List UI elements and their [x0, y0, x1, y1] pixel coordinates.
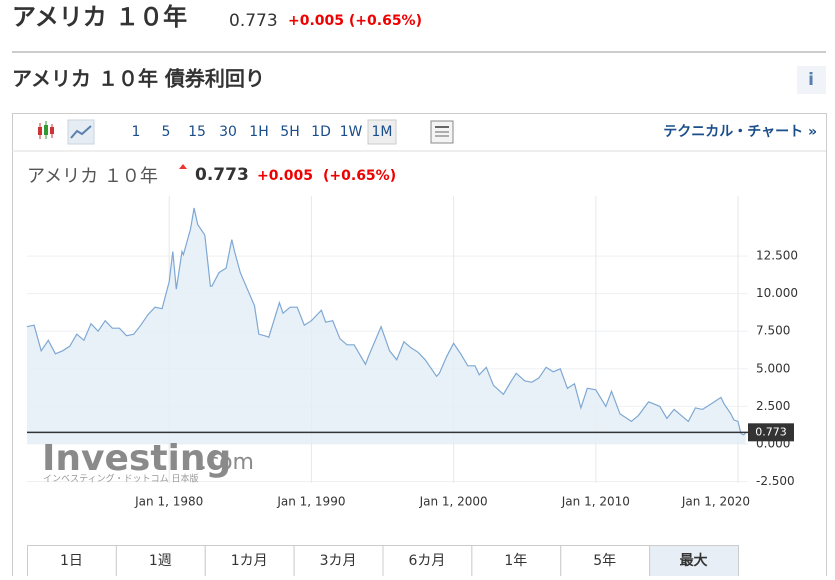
line-icon[interactable] — [70, 125, 92, 139]
info-button[interactable] — [797, 66, 826, 94]
range-label[interactable]: 最大 — [680, 552, 708, 569]
x-tick-label: Jan 1, 1980 — [134, 495, 203, 509]
interval-button[interactable]: 5H — [280, 124, 299, 140]
range-label[interactable]: 1週 — [149, 553, 172, 569]
interval-button[interactable]: 15 — [188, 124, 206, 140]
header-price: 0.773 — [229, 11, 278, 31]
range-button[interactable] — [649, 545, 739, 580]
chart-title: アメリカ １０年 — [27, 166, 158, 187]
section-title: アメリカ １０年 債券利回り — [12, 67, 265, 91]
watermark-brand: Investing — [42, 438, 231, 479]
info-icon[interactable]: i — [808, 70, 814, 90]
interval-button[interactable]: 1M — [372, 124, 393, 140]
range-label[interactable]: 1カ月 — [231, 553, 268, 569]
y-tick-label: 2.500 — [756, 399, 790, 413]
interval-button[interactable]: 30 — [219, 124, 237, 140]
x-tick-label: Jan 1, 1990 — [276, 495, 345, 509]
plot: -2.5000.0002.5005.0007.50010.00012.500Ja… — [26, 196, 798, 509]
chart-change: +0.005 — [257, 168, 313, 184]
chart-panel — [12, 113, 827, 580]
chart-change-pct: (+0.65%) — [323, 168, 396, 184]
interval-button[interactable]: 5 — [162, 124, 171, 140]
line-icon-button[interactable] — [67, 119, 95, 145]
x-tick-label: Jan 1, 2000 — [419, 495, 488, 509]
chart-price: 0.773 — [195, 165, 249, 185]
interval-button[interactable]: 1W — [340, 124, 363, 140]
candle-icon[interactable] — [38, 121, 54, 139]
y-tick-label: -2.500 — [756, 474, 795, 488]
range-button[interactable] — [382, 545, 473, 580]
interval-button[interactable]: 1 — [132, 124, 141, 140]
page-title: アメリカ １０年 — [12, 3, 187, 31]
range-label[interactable]: 3カ月 — [320, 553, 357, 569]
line — [26, 207, 747, 436]
y-tick-label: 5.000 — [756, 361, 790, 375]
range-label[interactable]: 1日 — [60, 553, 83, 569]
range-label[interactable]: 5年 — [593, 553, 616, 569]
technical-link[interactable]: テクニカル・チャート » — [663, 124, 817, 140]
area-fill — [27, 208, 746, 444]
last-value-box — [748, 423, 794, 442]
y-tick-label: 12.500 — [756, 249, 798, 263]
up-arrow — [179, 164, 187, 169]
x-tick-label: Jan 1, 2010 — [561, 495, 630, 509]
last-value-label: 0.773 — [755, 425, 787, 438]
watermark-domain: .com — [200, 450, 254, 475]
range-label[interactable]: 6カ月 — [408, 553, 445, 569]
selected-interval-box — [367, 119, 397, 145]
watermark-tagline: インベスティング・ドットコム 日本版 — [43, 473, 199, 485]
x-tick-label: Jan 1, 2020 — [681, 495, 750, 509]
range-button[interactable] — [293, 545, 384, 580]
y-tick-label: 7.500 — [756, 324, 790, 338]
y-tick-label: 10.000 — [756, 286, 798, 300]
interval-button[interactable]: 1H — [249, 124, 268, 140]
header-change: +0.005 (+0.65%) — [288, 13, 422, 29]
range-button[interactable] — [27, 545, 117, 580]
range-label[interactable]: 1年 — [504, 553, 527, 569]
interval-button[interactable]: 1D — [311, 124, 331, 140]
